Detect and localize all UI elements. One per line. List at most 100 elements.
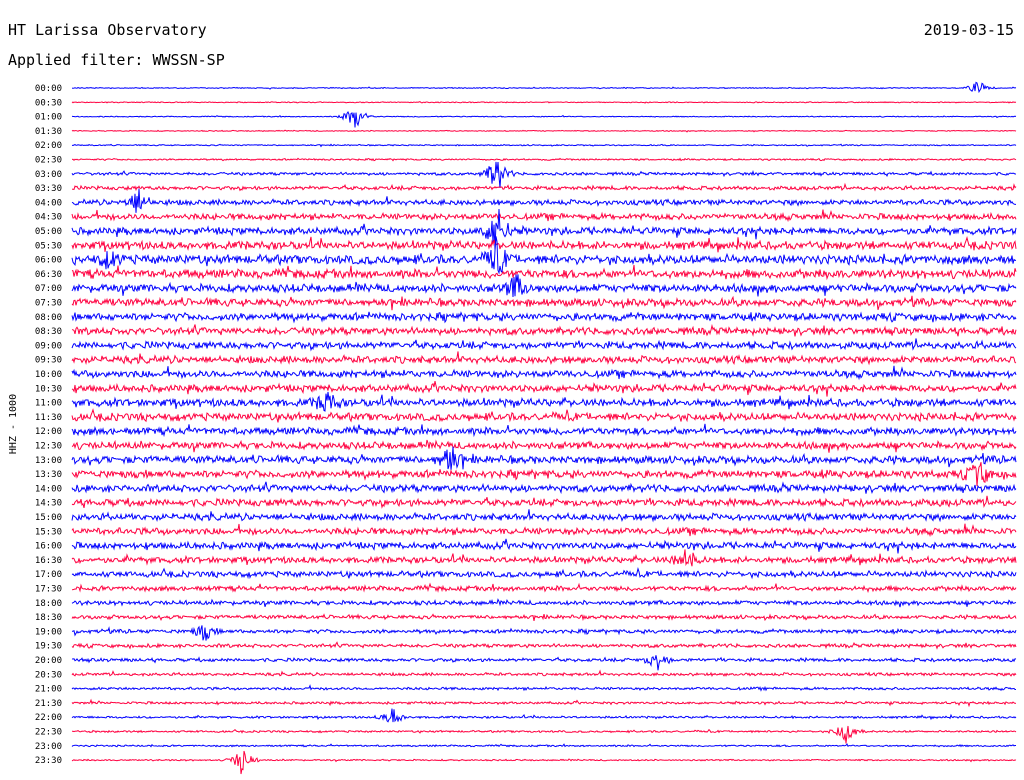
station-title: HT Larissa Observatory	[8, 21, 207, 39]
trace-1300	[71, 446, 1017, 470]
trace-1930	[71, 641, 1017, 650]
time-tick-label: 00:30	[35, 98, 62, 108]
time-tick-label: 07:30	[35, 299, 62, 309]
trace-1800	[71, 598, 1017, 608]
trace-0500	[71, 208, 1017, 250]
trace-0200	[71, 143, 1017, 148]
time-tick-label: 11:00	[35, 399, 62, 409]
trace-0400	[71, 188, 1016, 213]
time-tick-label: 08:00	[35, 313, 62, 323]
time-tick-label: 01:00	[35, 113, 62, 123]
time-tick-label: 05:30	[35, 241, 62, 251]
trace-0900	[71, 338, 1017, 352]
trace-0100	[71, 110, 1017, 128]
time-tick-label: 17:00	[35, 570, 62, 580]
trace-0600	[71, 236, 1017, 275]
time-tick-label: 06:30	[35, 270, 62, 280]
time-tick-label: 13:30	[35, 470, 62, 480]
trace-0730	[71, 295, 1017, 311]
time-tick-label: 10:00	[35, 370, 62, 380]
time-tick-label: 09:00	[35, 341, 62, 351]
trace-2330	[71, 750, 1017, 775]
time-tick-label: 17:30	[35, 585, 62, 595]
time-tick-label: 21:30	[35, 699, 62, 709]
trace-0930	[71, 351, 1017, 366]
time-tick-label: 21:00	[35, 685, 62, 695]
time-tick-label: 05:00	[35, 227, 62, 237]
time-tick-label: 16:00	[35, 542, 62, 552]
trace-1030	[71, 380, 1017, 397]
trace-1900	[72, 625, 1017, 641]
trace-1000	[71, 365, 1017, 381]
trace-1700	[71, 566, 1017, 580]
trace-1630	[71, 549, 1017, 567]
trace-1100	[71, 391, 1017, 412]
time-tick-label: 07:00	[35, 284, 62, 294]
time-tick-label: 14:30	[35, 499, 62, 509]
trace-0300	[71, 161, 1016, 189]
time-tick-label: 03:00	[35, 170, 62, 180]
time-tick-label: 20:30	[35, 670, 62, 680]
trace-0230	[71, 157, 1017, 162]
trace-2100	[71, 684, 1016, 692]
trace-1330	[71, 462, 1017, 487]
time-tick-label: 20:00	[35, 656, 62, 666]
trace-0330	[71, 182, 1017, 192]
time-tick-label: 12:00	[35, 427, 62, 437]
time-tick-label: 10:30	[35, 384, 62, 394]
time-tick-label: 11:30	[35, 413, 62, 423]
trace-2200	[71, 708, 1017, 723]
trace-1530	[71, 523, 1017, 538]
trace-1830	[71, 613, 1017, 622]
trace-0030	[71, 101, 1017, 104]
trace-0700	[71, 274, 1017, 298]
time-tick-label: 18:30	[35, 613, 62, 623]
time-tick-label: 03:30	[35, 184, 62, 194]
trace-1430	[71, 495, 1017, 509]
time-tick-label: 09:30	[35, 356, 62, 366]
trace-1500	[71, 509, 1017, 523]
time-tick-label: 14:00	[35, 484, 62, 494]
seismic-traces	[71, 81, 1017, 775]
time-tick-label: 15:00	[35, 513, 62, 523]
trace-2130	[71, 698, 1017, 708]
time-tick-label: 23:30	[35, 756, 62, 766]
trace-0530	[71, 236, 1017, 253]
filter-label: Applied filter: WWSSN-SP	[8, 51, 225, 69]
time-tick-label: 22:00	[35, 713, 62, 723]
trace-2000	[71, 655, 1017, 671]
trace-0000	[71, 81, 1017, 94]
trace-1730	[71, 582, 1017, 593]
trace-0630	[71, 265, 1017, 281]
trace-0800	[71, 311, 1017, 324]
time-tick-label: 02:00	[35, 141, 62, 151]
time-tick-label: 15:30	[35, 527, 62, 537]
time-tick-label: 19:30	[35, 642, 62, 652]
time-tick-label: 01:30	[35, 127, 62, 137]
record-date: 2019-03-15	[923, 21, 1014, 39]
trace-0830	[71, 323, 1017, 337]
time-tick-label: 23:00	[35, 742, 62, 752]
time-tick-label: 00:00	[35, 84, 62, 94]
time-tick-label: 18:00	[35, 599, 62, 609]
time-tick-label: 16:30	[35, 556, 62, 566]
trace-2300	[71, 743, 1016, 748]
trace-0430	[71, 209, 1017, 223]
time-tick-label: 22:30	[35, 728, 62, 738]
trace-1200	[71, 423, 1017, 438]
trace-1600	[71, 538, 1017, 554]
time-tick-label: 04:30	[35, 213, 62, 223]
time-tick-label: 12:30	[35, 442, 62, 452]
channel-axis-label: HHZ - 1000	[8, 394, 19, 454]
trace-2230	[71, 725, 1017, 744]
time-tick-label: 08:30	[35, 327, 62, 337]
trace-1400	[71, 481, 1017, 495]
time-tick-label: 06:00	[35, 256, 62, 266]
time-tick-label: 02:30	[35, 156, 62, 166]
time-tick-label: 04:00	[35, 198, 62, 208]
trace-1230	[71, 439, 1017, 453]
trace-2030	[71, 669, 1017, 678]
time-tick-label: 13:00	[35, 456, 62, 466]
time-tick-label: 19:00	[35, 627, 62, 637]
